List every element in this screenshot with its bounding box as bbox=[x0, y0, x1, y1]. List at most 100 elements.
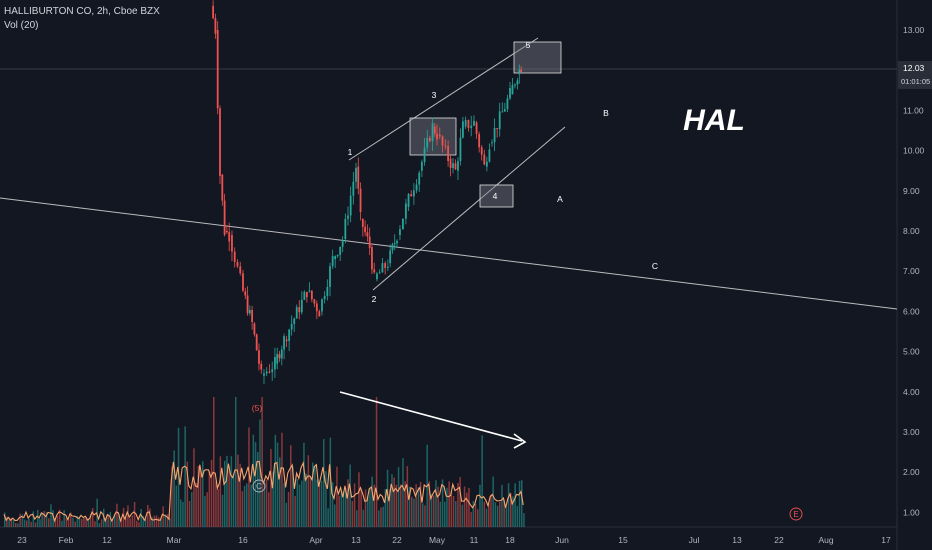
candle-body bbox=[509, 88, 511, 99]
volume-bar bbox=[54, 518, 57, 527]
candle-body bbox=[355, 167, 357, 182]
volume-bar bbox=[254, 442, 257, 527]
volume-bar bbox=[384, 489, 387, 527]
volume-bar bbox=[6, 516, 8, 527]
candle-body bbox=[226, 231, 228, 233]
volume-bar bbox=[195, 482, 197, 527]
volume-bar bbox=[301, 480, 303, 527]
candle-body bbox=[300, 299, 303, 313]
candle-body bbox=[223, 200, 226, 235]
volume-bar bbox=[237, 454, 239, 527]
candle-body bbox=[285, 339, 288, 342]
candle-body bbox=[426, 137, 429, 148]
candle-body bbox=[288, 329, 291, 342]
x-tick-label: May bbox=[429, 535, 446, 545]
candle-body bbox=[491, 142, 493, 144]
volume-bar bbox=[488, 503, 490, 527]
volume-bar bbox=[171, 466, 173, 527]
candle-body bbox=[233, 251, 236, 262]
volume-bar bbox=[10, 517, 13, 527]
volume-event-label: E bbox=[793, 510, 798, 519]
x-tick-label: 13 bbox=[732, 535, 742, 545]
volume-bar bbox=[483, 501, 486, 527]
volume-bar bbox=[510, 493, 512, 527]
candle-body bbox=[298, 307, 301, 313]
volume-bar bbox=[281, 432, 283, 527]
candle-body bbox=[268, 371, 271, 373]
y-tick-label: 6.00 bbox=[903, 306, 920, 316]
candle-body bbox=[344, 218, 347, 240]
volume-bar bbox=[290, 445, 292, 527]
volume-bar bbox=[230, 456, 233, 527]
candle-body bbox=[407, 194, 410, 207]
volume-bar bbox=[48, 518, 50, 527]
volume-bar bbox=[323, 439, 325, 527]
x-tick-label: 18 bbox=[505, 535, 515, 545]
wave-label: 5 bbox=[526, 40, 531, 50]
y-tick-label: 8.00 bbox=[903, 226, 920, 236]
volume-bar bbox=[92, 508, 94, 527]
volume-bar bbox=[136, 520, 138, 527]
candle-body bbox=[221, 174, 224, 201]
volume-bar bbox=[285, 502, 288, 527]
x-tick-label: Aug bbox=[818, 535, 833, 545]
volume-bar bbox=[437, 486, 439, 527]
volume-bar bbox=[94, 521, 96, 527]
volume-bar bbox=[415, 484, 417, 527]
x-tick-label: 16 bbox=[238, 535, 248, 545]
x-tick-label: Feb bbox=[59, 535, 74, 545]
volume-bar bbox=[268, 492, 270, 527]
candle-body bbox=[263, 373, 265, 376]
volume-bar bbox=[272, 471, 274, 527]
volume-bar bbox=[371, 476, 373, 527]
candle-body bbox=[483, 154, 486, 165]
volume-bar bbox=[191, 492, 193, 527]
candle-body bbox=[386, 266, 389, 268]
volume-bar bbox=[492, 476, 494, 527]
candle-body bbox=[511, 85, 514, 95]
candle-body bbox=[475, 122, 478, 135]
volume-bar bbox=[279, 457, 281, 527]
candle-body bbox=[278, 354, 281, 359]
wave-label: B bbox=[603, 108, 609, 118]
symbol-title[interactable]: HALLIBURTON CO, 2h, Cboe BZX bbox=[4, 6, 160, 17]
candle-body bbox=[246, 295, 249, 314]
volume-bar bbox=[523, 513, 525, 527]
candle-body bbox=[393, 243, 396, 245]
candle-body bbox=[239, 266, 242, 274]
volume-bar bbox=[232, 473, 235, 527]
volume-bar bbox=[303, 442, 305, 527]
candle-body bbox=[371, 247, 373, 270]
volume-bar bbox=[61, 520, 63, 527]
volume-bar bbox=[228, 470, 230, 527]
candle-body bbox=[361, 218, 364, 227]
volume-bar bbox=[65, 518, 68, 527]
volume-bar bbox=[292, 466, 294, 527]
volume-bar bbox=[318, 481, 321, 527]
volume-bar bbox=[162, 506, 164, 527]
candle-body bbox=[321, 299, 323, 312]
candle-body bbox=[255, 334, 258, 351]
volume-bar bbox=[153, 515, 156, 527]
volume-bar bbox=[118, 516, 120, 527]
volume-bar bbox=[52, 510, 54, 527]
volume-bar bbox=[45, 512, 48, 527]
volume-bar bbox=[100, 519, 103, 527]
volume-bar bbox=[338, 495, 340, 527]
y-tick-label: 13.00 bbox=[903, 25, 925, 35]
x-tick-label: 23 bbox=[17, 535, 27, 545]
volume-bar bbox=[334, 504, 336, 527]
candle-body bbox=[433, 126, 436, 134]
volume-bar bbox=[393, 477, 395, 527]
candle-body bbox=[418, 172, 421, 185]
volume-bar bbox=[173, 450, 175, 527]
candle-body bbox=[359, 188, 362, 213]
volume-bar bbox=[208, 471, 211, 527]
volume-bar bbox=[17, 523, 19, 527]
volume-bar bbox=[501, 484, 503, 527]
candle-body bbox=[248, 310, 251, 314]
volume-bar bbox=[246, 483, 248, 527]
volume-indicator-label[interactable]: Vol (20) bbox=[4, 20, 39, 31]
wave-label: A bbox=[557, 194, 563, 204]
